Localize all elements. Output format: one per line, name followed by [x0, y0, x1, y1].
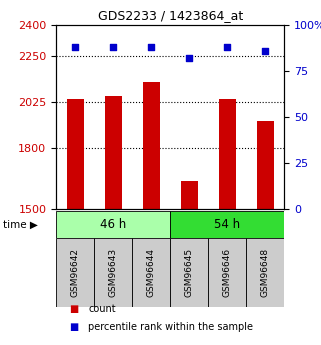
Bar — [256, 121, 273, 209]
Point — [110, 44, 116, 50]
Text: 46 h: 46 h — [100, 218, 126, 231]
Text: GSM96646: GSM96646 — [222, 248, 232, 297]
Bar — [143, 82, 160, 209]
Text: time ▶: time ▶ — [3, 220, 38, 229]
Text: 54 h: 54 h — [214, 218, 240, 231]
Bar — [67, 99, 84, 209]
Text: count: count — [88, 304, 116, 314]
Text: ■: ■ — [69, 322, 78, 332]
Bar — [246, 238, 284, 307]
Point — [73, 44, 78, 50]
Bar — [219, 99, 236, 209]
Bar — [181, 181, 198, 209]
Bar — [132, 238, 170, 307]
Bar — [56, 238, 94, 307]
Text: GSM96642: GSM96642 — [71, 248, 80, 297]
Point — [187, 55, 192, 61]
Text: ■: ■ — [69, 304, 78, 314]
Point — [263, 48, 268, 53]
Bar — [170, 238, 208, 307]
Point — [149, 44, 154, 50]
Bar — [208, 238, 246, 307]
Bar — [94, 238, 132, 307]
Text: GSM96643: GSM96643 — [108, 248, 118, 297]
Bar — [105, 96, 122, 209]
Text: GSM96645: GSM96645 — [185, 248, 194, 297]
Bar — [56, 211, 170, 238]
Bar — [170, 211, 284, 238]
Text: GSM96648: GSM96648 — [261, 248, 270, 297]
Point — [224, 44, 230, 50]
Text: GSM96644: GSM96644 — [147, 248, 156, 297]
Text: percentile rank within the sample: percentile rank within the sample — [88, 322, 253, 332]
Title: GDS2233 / 1423864_at: GDS2233 / 1423864_at — [98, 9, 243, 22]
